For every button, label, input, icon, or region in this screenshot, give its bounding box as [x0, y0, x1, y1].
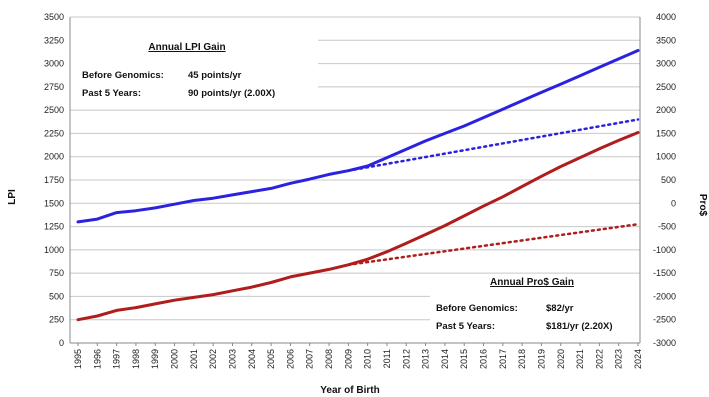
x-tick-label: 2024	[633, 349, 643, 369]
x-tick-label: 2012	[401, 349, 411, 369]
x-tick-label: 1996	[92, 349, 102, 369]
x-tick-label: 2013	[421, 349, 431, 369]
x-tick-label: 2010	[363, 349, 373, 369]
lpi-solid-line	[76, 49, 640, 224]
y-right-tick-label: -2000	[653, 291, 676, 301]
pro-solid-line	[76, 131, 640, 322]
gridlines	[69, 16, 641, 344]
y-right-tick-label: -1500	[653, 268, 676, 278]
pro-before-value: $82/yr	[546, 303, 574, 314]
x-tick-label: 2022	[594, 349, 604, 369]
y-left-tick-label: 2000	[44, 152, 64, 162]
y-right-tick-label: 1500	[656, 128, 676, 138]
pro-dotted-line	[347, 222, 640, 267]
x-tick-label: 1998	[131, 349, 141, 369]
lpi-past-value: 90 points/yr (2.00X)	[188, 88, 275, 99]
x-tick-label: 2011	[382, 349, 392, 368]
y-right-tick-label: -1000	[653, 245, 676, 255]
x-tick-label: 1995	[73, 349, 83, 369]
x-tick-label: 2008	[324, 349, 334, 369]
x-tick-label: 2007	[305, 349, 315, 369]
x-tick-label: 2004	[247, 349, 257, 369]
lpi-dotted-line	[347, 118, 640, 172]
y-left-tick-label: 3250	[44, 35, 64, 45]
y-left-tick-label: 0	[59, 338, 64, 348]
pro-gain-title: Annual Pro$ Gain	[490, 277, 574, 288]
pro-before-label: Before Genomics:	[436, 303, 518, 314]
x-tick-label: 2017	[498, 349, 508, 369]
y-right-tick-label: 500	[661, 175, 676, 185]
y-left-tick-label: 500	[49, 291, 64, 301]
y-axis-left-title: LPI	[7, 189, 18, 205]
y-left-tick-label: 750	[49, 268, 64, 278]
x-tick-label: 2018	[517, 349, 527, 369]
y-left-tick-label: 3500	[44, 12, 64, 22]
y-left-tick-label: 2500	[44, 105, 64, 115]
x-tick-label: 2005	[266, 349, 276, 369]
y-right-tick-label: 2000	[656, 105, 676, 115]
y-left-tick-label: 2250	[44, 128, 64, 138]
x-tick-label: 2001	[189, 349, 199, 369]
x-tick-label: 2021	[575, 349, 585, 369]
lpi-gain-annotation: Annual LPI Gain Before Genomics: 45 poin…	[82, 42, 275, 99]
lpi-past-label: Past 5 Years:	[82, 88, 141, 99]
series-group	[76, 49, 640, 322]
x-tick-label: 2023	[614, 349, 624, 369]
pro-gain-annotation: Annual Pro$ Gain Before Genomics: $82/yr…	[436, 277, 613, 332]
y-right-tick-label: 3500	[656, 35, 676, 45]
y-left-tick-label: 2750	[44, 82, 64, 92]
x-tick-label: 2006	[285, 349, 295, 369]
y-right-tick-label: 2500	[656, 82, 676, 92]
y-right-tick-label: -2500	[653, 315, 676, 325]
x-axis-ticks: 1995 1996 1997 1998 1999 2000 2001 2002 2003 2004…	[73, 343, 643, 369]
x-tick-label: 2015	[459, 349, 469, 369]
x-tick-label: 2002	[208, 349, 218, 369]
x-tick-label: 2016	[479, 349, 489, 369]
y-left-tick-label: 1250	[44, 222, 64, 232]
lpi-gain-title: Annual LPI Gain	[148, 42, 225, 53]
y-axis-left-ticks: 0 250 500 750 1000 1250 1500 1750 2000 2250 2500 27…	[44, 12, 64, 348]
x-tick-label: 2020	[556, 349, 566, 369]
pro-past-value: $181/yr (2.20X)	[546, 321, 613, 332]
x-tick-label: 2000	[170, 349, 180, 369]
x-tick-label: 2014	[440, 349, 450, 369]
y-right-tick-label: 4000	[656, 12, 676, 22]
y-axis-right-ticks: -3000 -2500 -2000 -1500 -1000 -500 0 500 1000 150…	[653, 12, 676, 348]
lpi-before-label: Before Genomics:	[82, 70, 164, 81]
y-left-tick-label: 1500	[44, 198, 64, 208]
x-tick-label: 1997	[112, 349, 122, 369]
y-left-tick-label: 3000	[44, 59, 64, 69]
y-right-tick-label: 0	[671, 198, 676, 208]
y-right-tick-label: 3000	[656, 59, 676, 69]
y-left-tick-label: 1750	[44, 175, 64, 185]
y-right-tick-label: -3000	[653, 338, 676, 348]
y-right-tick-label: -500	[658, 222, 676, 232]
x-tick-label: 2019	[536, 349, 546, 369]
lpi-before-value: 45 points/yr	[188, 70, 242, 81]
y-left-tick-label: 250	[49, 315, 64, 325]
x-tick-label: 2009	[343, 349, 353, 369]
x-tick-label: 1999	[150, 349, 160, 369]
pro-past-label: Past 5 Years:	[436, 321, 495, 332]
y-right-tick-label: 1000	[656, 152, 676, 162]
x-axis-title: Year of Birth	[320, 385, 379, 396]
y-left-tick-label: 1000	[44, 245, 64, 255]
y-axis-right-title: Pro$	[697, 194, 708, 217]
x-tick-label: 2003	[227, 349, 237, 369]
